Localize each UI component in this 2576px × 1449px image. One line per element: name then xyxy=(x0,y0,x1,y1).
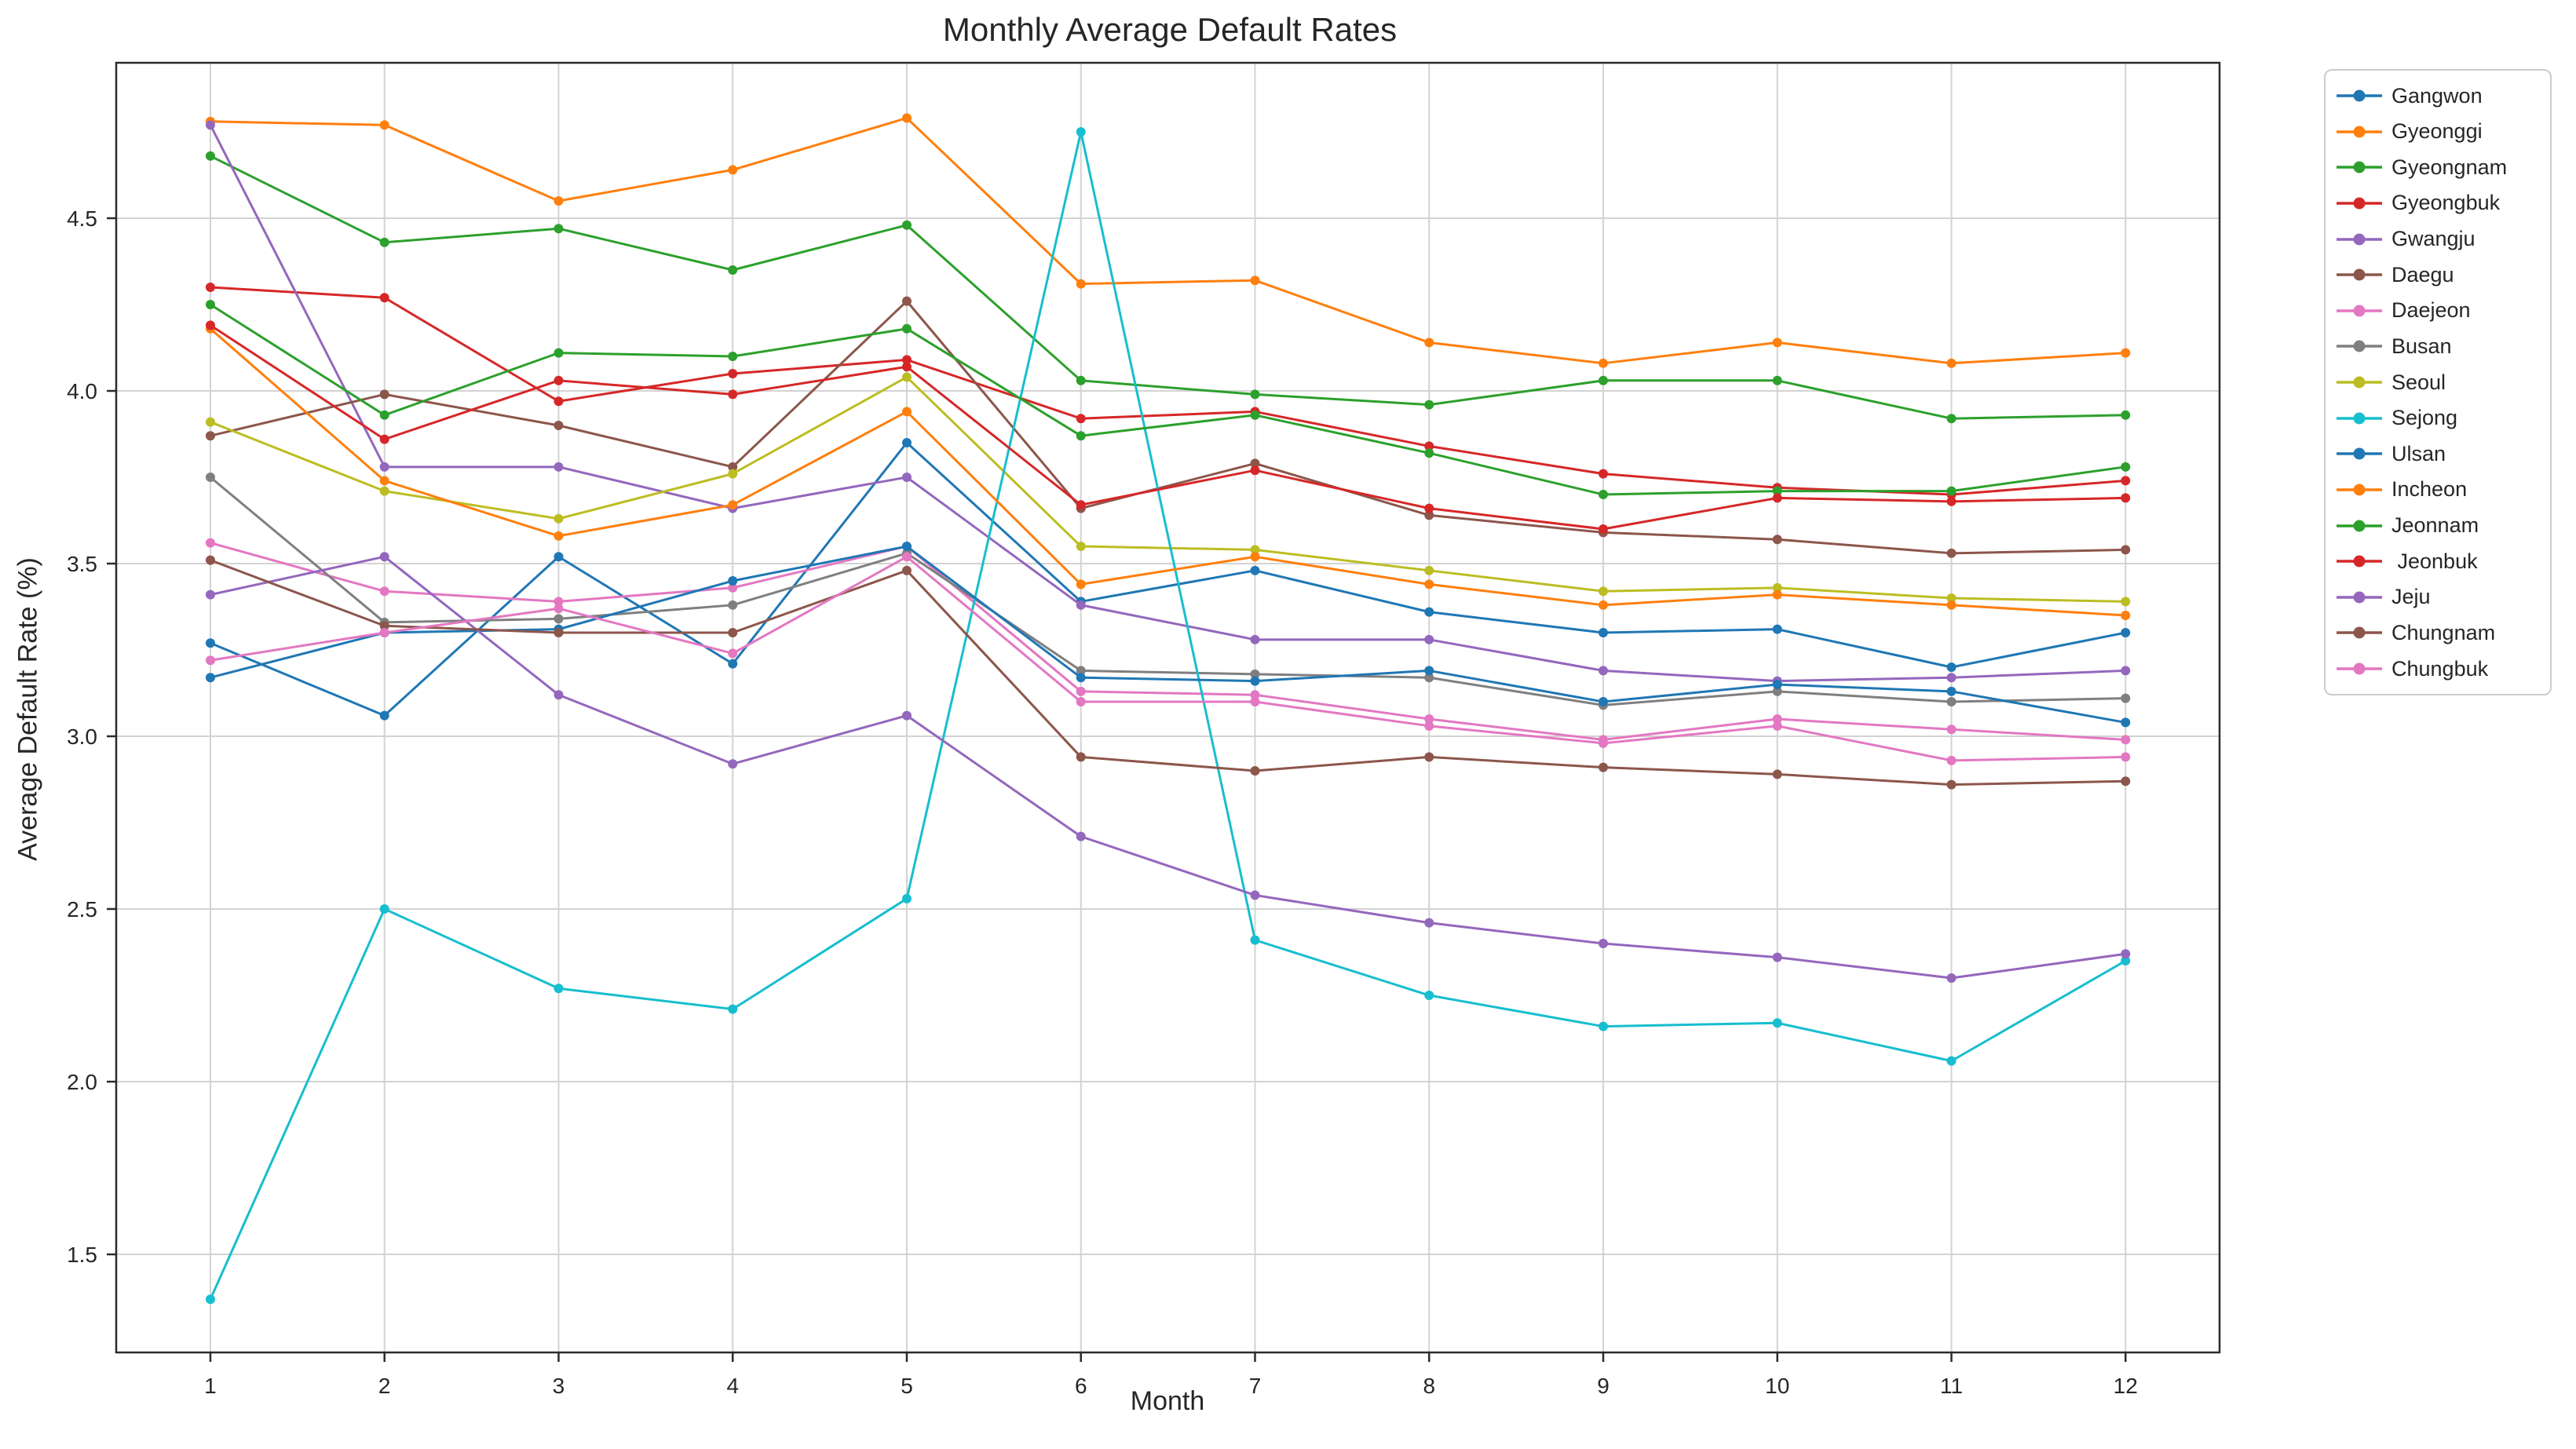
series-incheon xyxy=(205,323,2131,621)
legend-label: Chungnam xyxy=(2391,620,2496,644)
legend: Gangwon Gyeonggi Gyeongnam Gyeongbuk Gwangju… xyxy=(2324,69,2552,695)
legend-label: Gyeongnam xyxy=(2391,155,2508,179)
legend-label: Ulsan xyxy=(2391,441,2446,465)
series-gyeonggi xyxy=(205,113,2131,368)
legend-label: Gangwon xyxy=(2391,83,2483,108)
xtick-label: 1 xyxy=(204,1374,217,1398)
legend-item-gyeonggi: Gyeonggi xyxy=(2335,115,2550,149)
legend-label: Jeonbuk xyxy=(2391,549,2478,573)
legend-label: Sejong xyxy=(2391,406,2458,430)
legend-label: Incheon xyxy=(2391,477,2468,502)
series-ulsan xyxy=(205,542,2131,728)
legend-line-marker-icon xyxy=(2337,376,2382,389)
legend-item-seoul: Seoul xyxy=(2335,365,2550,400)
legend-label: Daegu xyxy=(2391,262,2454,287)
legend-label: Gwangju xyxy=(2391,227,2476,250)
series-seoul xyxy=(205,372,2131,607)
series-gyeongnam xyxy=(205,151,2131,424)
series-gangwon xyxy=(205,438,2131,721)
xtick-label: 4 xyxy=(726,1374,739,1398)
plot-border xyxy=(115,61,2221,1354)
series-gwangju xyxy=(205,120,2131,686)
legend-line-marker-icon xyxy=(2337,305,2382,317)
xtick-label: 5 xyxy=(901,1374,913,1398)
legend-line-marker-icon xyxy=(2337,591,2382,604)
xtick-label: 6 xyxy=(1075,1374,1087,1398)
ytick-label: 4.5 xyxy=(67,206,97,231)
legend-line-marker-icon xyxy=(2337,447,2382,460)
legend-item-daejeon: Daejeon xyxy=(2335,294,2550,328)
legend-item-chungnam: Chungnam xyxy=(2335,615,2550,650)
ytick-label: 3.0 xyxy=(67,724,97,749)
legend-line-marker-icon xyxy=(2337,555,2382,568)
ytick-label: 2.0 xyxy=(67,1070,97,1094)
legend-item-gangwon: Gangwon xyxy=(2335,78,2550,113)
legend-line-marker-icon xyxy=(2337,520,2382,531)
legend-item-jeonnam: Jeonnam xyxy=(2335,509,2550,543)
ytick-label: 4.0 xyxy=(67,379,97,403)
legend-item-ulsan: Ulsan xyxy=(2335,436,2550,471)
legend-label: Seoul xyxy=(2391,370,2446,394)
series-jeonnam xyxy=(205,300,2131,500)
legend-label: Busan xyxy=(2391,334,2452,358)
ytick-label: 1.5 xyxy=(67,1243,97,1267)
legend-label: Daejeon xyxy=(2391,298,2471,323)
legend-item-chungbuk: Chungbuk xyxy=(2335,652,2550,686)
xtick-label: 12 xyxy=(2114,1374,2138,1398)
legend-line-marker-icon xyxy=(2337,662,2382,675)
legend-line-marker-icon xyxy=(2337,484,2382,496)
legend-label: Gyeongbuk xyxy=(2391,191,2501,215)
legend-line-marker-icon xyxy=(2337,197,2382,210)
series-daejeon xyxy=(205,538,2131,745)
xtick-label: 8 xyxy=(1423,1374,1435,1398)
xtick-label: 7 xyxy=(1249,1374,1262,1398)
legend-line-marker-icon xyxy=(2337,161,2382,173)
series-jeonbuk xyxy=(205,320,2131,535)
legend-label: Jeonnam xyxy=(2391,513,2479,537)
xtick-label: 3 xyxy=(553,1374,565,1398)
legend-line-marker-icon xyxy=(2337,89,2382,102)
xtick-label: 9 xyxy=(1597,1374,1610,1398)
legend-line-marker-icon xyxy=(2337,412,2382,425)
xtick-label: 11 xyxy=(1940,1374,1963,1398)
series-chungbuk xyxy=(205,552,2131,765)
chart-title: Monthly Average Default Rates xyxy=(942,11,1398,48)
series-sejong xyxy=(205,127,2131,1305)
legend-line-marker-icon xyxy=(2337,126,2382,138)
xtick-label: 2 xyxy=(378,1374,391,1398)
legend-item-incheon: Incheon xyxy=(2335,473,2550,507)
series-busan xyxy=(205,473,2131,710)
legend-label: Gyeonggi xyxy=(2391,119,2483,144)
legend-item-sejong: Sejong xyxy=(2335,401,2550,436)
series-chungnam xyxy=(205,555,2131,790)
legend-item-gyeongbuk: Gyeongbuk xyxy=(2335,186,2550,221)
legend-item-jeju: Jeju xyxy=(2335,580,2550,615)
legend-item-jeonbuk: Jeonbuk xyxy=(2335,544,2550,579)
legend-line-marker-icon xyxy=(2337,626,2382,639)
legend-label: Jeju xyxy=(2391,585,2431,609)
ytick-label: 3.5 xyxy=(67,552,97,576)
series-daegu xyxy=(205,296,2131,558)
xtick-label: 10 xyxy=(1765,1374,1789,1398)
series-jeju xyxy=(205,552,2131,984)
legend-line-marker-icon xyxy=(2337,268,2382,281)
legend-line-marker-icon xyxy=(2337,340,2382,352)
x-axis-label: Month xyxy=(1130,1386,1205,1416)
legend-line-marker-icon xyxy=(2337,233,2382,245)
legend-item-daegu: Daegu xyxy=(2335,257,2550,292)
legend-item-gyeongnam: Gyeongnam xyxy=(2335,150,2550,184)
legend-item-gwangju: Gwangju xyxy=(2335,222,2550,257)
legend-item-busan: Busan xyxy=(2335,329,2550,363)
y-axis-label: Average Default Rate (%) xyxy=(13,557,43,861)
legend-label: Chungbuk xyxy=(2391,656,2489,681)
ytick-label: 2.5 xyxy=(67,897,97,922)
